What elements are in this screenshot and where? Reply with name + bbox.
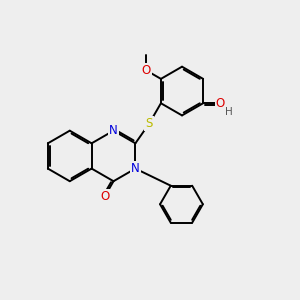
Text: O: O xyxy=(100,190,110,202)
Text: O: O xyxy=(216,97,225,110)
Text: O: O xyxy=(141,64,151,77)
Text: N: N xyxy=(109,124,118,137)
Text: H: H xyxy=(225,106,232,117)
Text: N: N xyxy=(131,162,140,175)
Text: S: S xyxy=(145,117,153,130)
